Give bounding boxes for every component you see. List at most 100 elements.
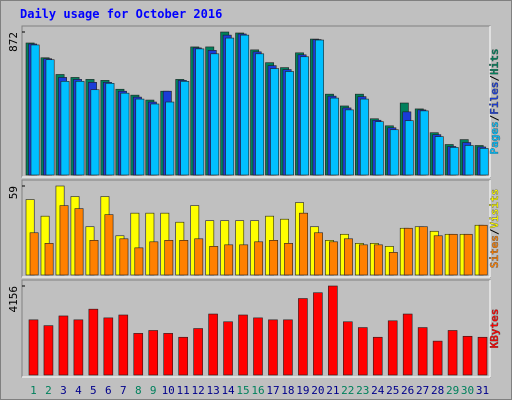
- bar: [255, 53, 265, 176]
- bar: [448, 233, 458, 276]
- x-tick-label: 9: [150, 384, 157, 397]
- legend-entry: Hits: [488, 49, 501, 76]
- legend-entry: Pages: [488, 121, 501, 154]
- bar: [149, 241, 159, 276]
- bar: [328, 285, 338, 376]
- bar: [134, 247, 144, 276]
- bar: [478, 224, 488, 276]
- x-tick-label: 20: [311, 384, 324, 397]
- x-tick-label: 21: [326, 384, 339, 397]
- legend: Sites/Visits: [488, 189, 501, 269]
- bar: [148, 330, 159, 376]
- legend-entry: Visits: [488, 189, 501, 229]
- bar: [253, 317, 263, 376]
- x-tick-label: 16: [251, 384, 264, 397]
- bar: [387, 320, 398, 376]
- bar: [120, 92, 130, 176]
- legend: Pages/Files/Hits: [488, 49, 501, 155]
- bar: [464, 145, 474, 176]
- bar: [73, 319, 84, 376]
- x-tick-label: 27: [416, 384, 429, 397]
- bar: [345, 109, 354, 176]
- bar: [402, 313, 413, 376]
- bar: [417, 327, 428, 376]
- bar: [463, 233, 473, 276]
- bar: [344, 238, 353, 276]
- x-tick-label: 6: [105, 384, 112, 397]
- bar: [315, 39, 324, 176]
- bar: [133, 333, 144, 376]
- bar: [343, 321, 353, 376]
- bar: [269, 240, 279, 276]
- bar: [313, 292, 323, 376]
- x-tick-label: 19: [296, 384, 309, 397]
- x-tick-label: 31: [476, 384, 489, 397]
- bar: [180, 81, 190, 176]
- x-tick-label: 4: [75, 384, 82, 397]
- bar: [225, 37, 235, 176]
- x-tick-label: 15: [236, 384, 249, 397]
- bar: [28, 319, 39, 376]
- bar: [60, 81, 70, 176]
- bar: [74, 208, 84, 276]
- bar: [30, 44, 40, 176]
- bar: [270, 68, 280, 176]
- bar: [90, 89, 100, 176]
- bar: [388, 252, 398, 276]
- bar: [239, 244, 249, 276]
- legend-separator: /: [488, 228, 501, 235]
- bar: [209, 246, 219, 276]
- x-tick-label: 3: [60, 384, 67, 397]
- bar: [104, 214, 114, 276]
- bar: [238, 314, 248, 376]
- bar: [373, 244, 383, 276]
- bar: [195, 48, 205, 176]
- bar: [298, 298, 308, 376]
- x-tick-label: 30: [461, 384, 474, 397]
- bar: [359, 98, 369, 176]
- bar: [89, 240, 99, 276]
- x-tick-label: 14: [221, 384, 235, 397]
- bar: [193, 328, 203, 376]
- bar: [329, 241, 338, 276]
- bar: [403, 227, 413, 276]
- bar: [105, 83, 115, 176]
- bar: [418, 226, 428, 276]
- bar: [163, 333, 173, 376]
- bar: [314, 232, 323, 276]
- bar: [135, 98, 145, 176]
- x-tick-label: 7: [120, 384, 127, 397]
- bar: [389, 129, 399, 176]
- bar: [285, 71, 294, 176]
- bar: [374, 121, 384, 176]
- bar: [479, 148, 489, 176]
- bar: [432, 340, 443, 376]
- bar: [58, 315, 69, 376]
- y-tick-label: 872: [7, 32, 20, 52]
- x-tick-label: 29: [446, 384, 459, 397]
- bar: [208, 313, 218, 376]
- bar: [449, 147, 459, 176]
- legend-entry: Sites: [488, 235, 501, 268]
- legend-separator: /: [488, 114, 501, 121]
- y-tick-label: 4156: [7, 286, 20, 313]
- bar: [268, 319, 278, 376]
- bar: [372, 336, 383, 376]
- x-tick-label: 2: [45, 384, 52, 397]
- bar: [164, 240, 174, 276]
- x-tick-label: 17: [266, 384, 279, 397]
- x-tick-label: 13: [206, 384, 219, 397]
- x-tick-label: 1: [30, 384, 37, 397]
- chart-title: Daily usage for October 2016: [20, 7, 222, 21]
- x-tick-label: 12: [192, 384, 205, 397]
- x-tick-label: 23: [356, 384, 369, 397]
- bar: [447, 330, 458, 376]
- legend-separator: /: [488, 75, 501, 82]
- bar: [240, 34, 250, 176]
- bar: [358, 244, 368, 276]
- bar: [150, 103, 160, 176]
- bar: [299, 212, 308, 276]
- bar: [103, 317, 114, 376]
- bar: [477, 336, 488, 376]
